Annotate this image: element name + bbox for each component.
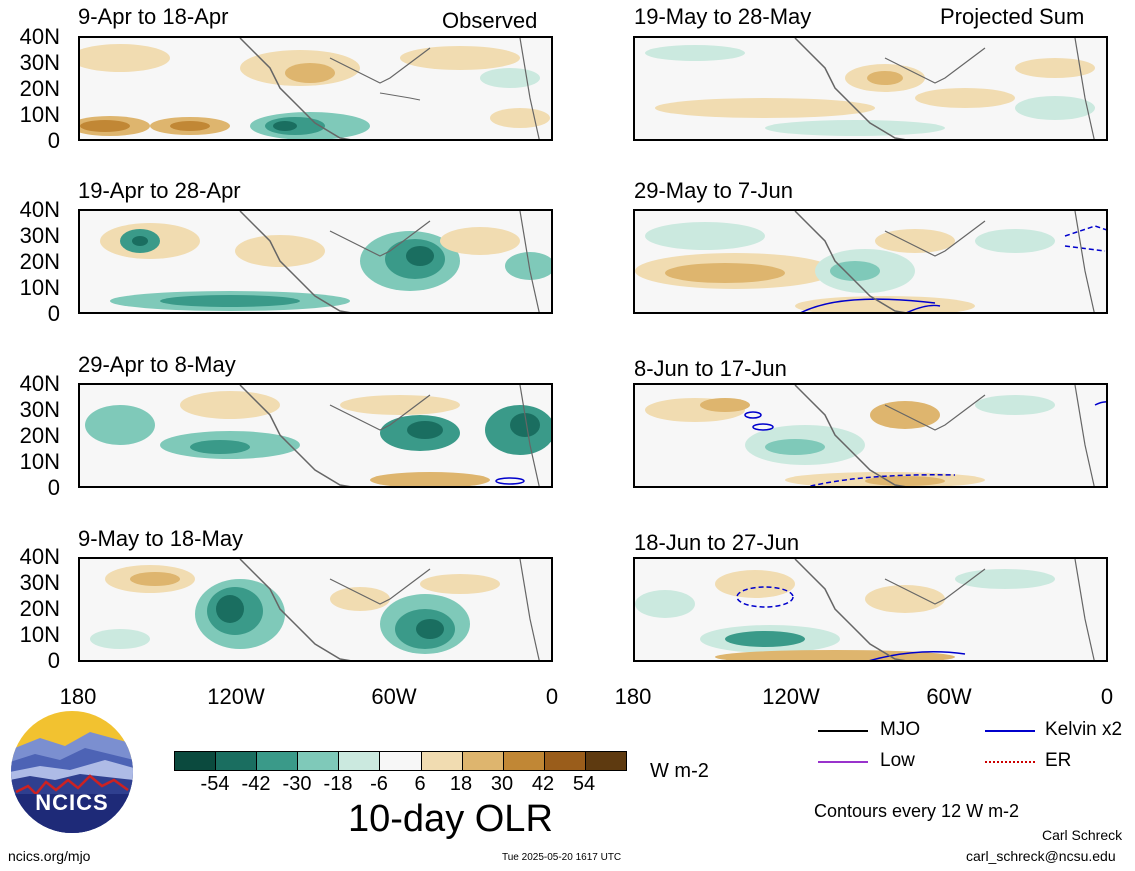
lat-label: 10N xyxy=(19,622,60,647)
lat-label: 40N xyxy=(19,197,60,222)
footer-author: Carl Schreck xyxy=(1042,827,1123,843)
logo-mountains-icon xyxy=(11,711,133,833)
colorbar-tick-label: 54 xyxy=(572,773,596,795)
projected-sum-label: Projected Sum xyxy=(940,4,1085,29)
map-panel-left-4 xyxy=(78,557,553,662)
lat-label: 40N xyxy=(19,544,60,569)
map-panel-right-2 xyxy=(633,209,1108,314)
legend-mjo-line xyxy=(818,730,868,732)
lon-label: 60W xyxy=(926,684,972,709)
lat-label: 10N xyxy=(19,102,60,127)
olr-map xyxy=(635,559,1106,660)
ncics-logo: NCICS xyxy=(10,710,134,834)
lat-label: 10N xyxy=(19,275,60,300)
observed-label: Observed xyxy=(442,8,538,33)
lat-label: 10N xyxy=(19,449,60,474)
lat-label: 30N xyxy=(19,50,60,75)
map-title: 10-day OLR xyxy=(348,798,553,840)
legend-kelvin-label: Kelvin x2 xyxy=(1045,719,1123,740)
olr-map xyxy=(80,38,551,139)
olr-map xyxy=(635,211,1106,312)
colorbar-segment xyxy=(339,752,381,770)
legend-kelvin-line xyxy=(985,730,1035,732)
legend-er-line xyxy=(985,761,1035,763)
map-panel-right-1 xyxy=(633,36,1108,141)
colorbar-segment xyxy=(380,752,422,770)
panel-title-left-1: 9-Apr to 18-Apr xyxy=(78,4,229,29)
lat-label: 0 xyxy=(47,475,60,500)
lat-label: 40N xyxy=(19,24,60,49)
lat-label: 0 xyxy=(47,128,60,153)
panel-title-left-4: 9-May to 18-May xyxy=(78,526,244,551)
colorbar-segment xyxy=(421,752,463,770)
footer-email[interactable]: carl_schreck@ncsu.edu xyxy=(966,848,1116,864)
contour-note: Contours every 12 W m-2 xyxy=(814,801,1020,821)
colorbar xyxy=(174,751,627,771)
map-panel-right-3 xyxy=(633,383,1108,488)
lat-label: 20N xyxy=(19,596,60,621)
panel-title-right-3: 8-Jun to 17-Jun xyxy=(634,356,787,381)
lat-label: 30N xyxy=(19,570,60,595)
panel-title-left-3: 29-Apr to 8-May xyxy=(78,352,236,377)
olr-map xyxy=(80,559,551,660)
logo-text: NCICS xyxy=(35,790,109,815)
olr-map xyxy=(635,385,1106,486)
lon-label: 180 xyxy=(59,684,97,709)
lon-label: 0 xyxy=(545,684,559,709)
colorbar-segment xyxy=(503,752,545,770)
colorbar-segment xyxy=(544,752,586,770)
lon-label: 120W xyxy=(762,684,820,709)
panel-title-right-1: 19-May to 28-May xyxy=(634,4,812,29)
olr-map xyxy=(80,385,551,486)
colorbar-tick-label: 42 xyxy=(531,773,555,795)
panel-title-right-2: 29-May to 7-Jun xyxy=(634,178,793,203)
panel-title-right-4: 18-Jun to 27-Jun xyxy=(634,530,800,555)
colorbar-segment xyxy=(175,752,217,770)
lat-label: 30N xyxy=(19,223,60,248)
lat-label: 20N xyxy=(19,76,60,101)
lon-label: 0 xyxy=(1100,684,1114,709)
legend-low-line xyxy=(818,761,868,763)
legend-er-label: ER xyxy=(1045,750,1072,771)
colorbar-segment xyxy=(257,752,299,770)
colorbar-segment xyxy=(462,752,504,770)
map-panel-right-4 xyxy=(633,557,1108,662)
colorbar-tick-label: -42 xyxy=(241,773,271,795)
colorbar-segment xyxy=(585,752,627,770)
lat-label: 30N xyxy=(19,397,60,422)
map-panel-left-1 xyxy=(78,36,553,141)
lat-label: 20N xyxy=(19,249,60,274)
colorbar-tick-label: 30 xyxy=(490,773,514,795)
colorbar-tick-label: 6 xyxy=(414,773,426,795)
olr-map xyxy=(80,211,551,312)
panel-title-left-2: 19-Apr to 28-Apr xyxy=(78,178,241,203)
lat-label: 0 xyxy=(47,648,60,673)
colorbar-segment xyxy=(298,752,340,770)
colorbar-tick-label: 18 xyxy=(449,773,473,795)
map-panel-left-2 xyxy=(78,209,553,314)
colorbar-tick-label: -30 xyxy=(282,773,312,795)
lon-label: 180 xyxy=(614,684,652,709)
olr-map xyxy=(635,38,1106,139)
colorbar-tick-label: -18 xyxy=(323,773,353,795)
footer-timestamp: Tue 2025-05-20 1617 UTC xyxy=(502,852,622,863)
lat-label: 0 xyxy=(47,301,60,326)
map-panel-left-3 xyxy=(78,383,553,488)
lat-label: 20N xyxy=(19,423,60,448)
lat-label: 40N xyxy=(19,371,60,396)
lon-label: 60W xyxy=(371,684,417,709)
legend-mjo-label: MJO xyxy=(880,719,921,740)
lon-label: 120W xyxy=(207,684,265,709)
colorbar-tick-label: -54 xyxy=(200,773,230,795)
legend-low-label: Low xyxy=(880,750,915,771)
footer-url[interactable]: ncics.org/mjo xyxy=(8,848,91,864)
colorbar-tick-label: -6 xyxy=(370,773,388,795)
colorbar-segment xyxy=(216,752,258,770)
colorbar-units: W m-2 xyxy=(650,760,709,782)
